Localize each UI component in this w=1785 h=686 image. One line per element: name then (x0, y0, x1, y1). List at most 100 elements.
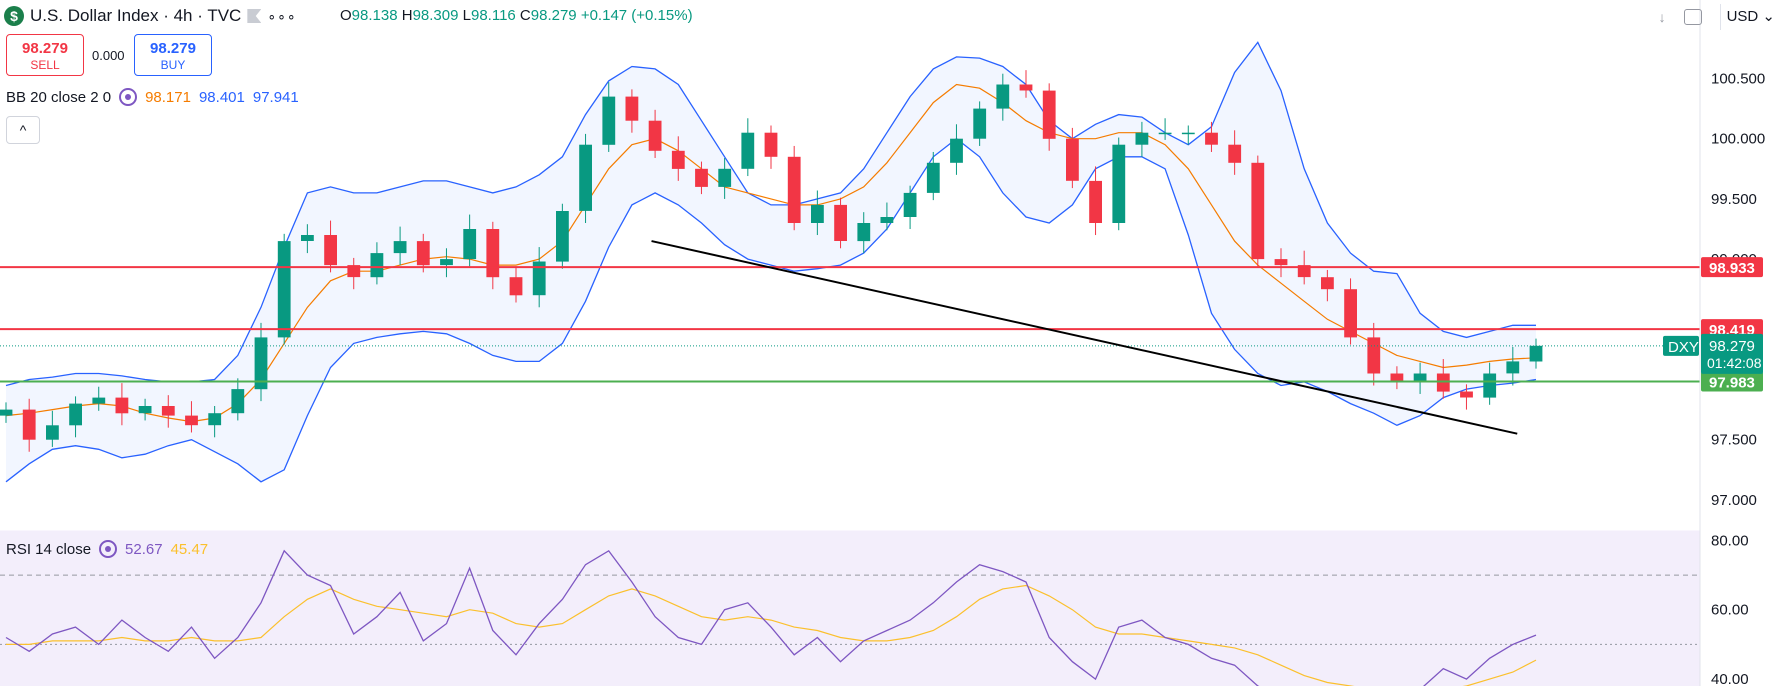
sell-label: SELL (30, 58, 60, 72)
candle-body (46, 425, 59, 440)
symbol-tag-box (1663, 335, 1699, 356)
candle-body (161, 406, 175, 416)
candle-body (764, 132, 778, 157)
change-value: +0.147 (+0.15%) (580, 7, 693, 24)
candle-body (22, 409, 36, 440)
candle-body (556, 211, 569, 262)
bb-legend-label: BB 20 close 2 0 (6, 88, 112, 106)
candle-body (1228, 144, 1242, 163)
rsi-line (5, 549, 1537, 686)
candle-body (416, 241, 430, 266)
candle-body (509, 277, 523, 296)
candle-body (324, 235, 337, 266)
candle-body (996, 84, 1010, 109)
candle-body (880, 217, 894, 223)
open-label: O (340, 7, 352, 24)
candle-body (671, 150, 685, 169)
candle-body (695, 168, 708, 187)
candle-body (787, 156, 801, 223)
price-axis[interactable]: 100.500100.00099.50099.00097.50097.00080… (1663, 0, 1765, 686)
candle-body (1483, 373, 1497, 398)
candle-body (440, 259, 453, 266)
last-price-label: 98.279 (1709, 338, 1755, 355)
candle-body (69, 403, 82, 426)
candle-body (370, 253, 384, 278)
candle-body (138, 406, 152, 414)
close-label: C (519, 7, 531, 24)
bb-band-fill (6, 42, 1536, 482)
candle-body (741, 132, 755, 169)
more-icon[interactable]: ∘∘∘ (267, 7, 297, 24)
last-price-box (1701, 333, 1763, 374)
bb-legend[interactable]: BB 20 close 2 0 98.171 98.401 97.941 (6, 88, 299, 106)
candle-body (0, 409, 13, 416)
candle-body (1066, 138, 1079, 181)
candle-body (1367, 337, 1381, 374)
low-value: 98.116 (470, 7, 516, 24)
candle-body (486, 229, 500, 278)
candle-body (579, 144, 592, 211)
candle-body (1158, 132, 1172, 135)
candle-body (1135, 132, 1149, 145)
ohlc-readout: O98.138 H98.309 L98.116 C98.279 +0.147 (… (340, 7, 693, 24)
price-tick-label: 99.500 (1711, 191, 1757, 208)
rsi-tick-label: 40.00 (1711, 671, 1749, 686)
rsi-value: 52.67 (125, 540, 163, 558)
support-tag-box (1701, 371, 1763, 392)
candle-body (208, 413, 222, 426)
rsi-legend[interactable]: RSI 14 close 52.67 45.47 (6, 540, 208, 558)
candle-body (1042, 90, 1056, 139)
price-tick-label: 100.000 (1711, 131, 1765, 148)
collapse-legend-button[interactable]: ^ (6, 116, 40, 144)
buy-button[interactable]: 98.279 BUY (134, 34, 212, 76)
flag-icon[interactable] (247, 9, 262, 23)
candle-body (973, 108, 987, 139)
rsi-settings-icon[interactable] (99, 540, 118, 558)
bb-upper-value: 98.401 (198, 88, 245, 106)
candle-body (1344, 289, 1357, 338)
chevron-up-icon: ^ (19, 122, 27, 138)
bb-basis-value: 98.171 (145, 88, 191, 106)
dollar-logo-icon: $ (4, 6, 24, 26)
candle-body (926, 162, 940, 193)
candle-body (254, 337, 268, 390)
currency-select[interactable]: USD ⌄ (1719, 4, 1785, 30)
resistance-1-tag-box (1701, 257, 1763, 278)
close-value: 98.279 (530, 7, 577, 24)
candle-body (1321, 277, 1334, 290)
candle-body (1529, 345, 1543, 362)
candle-body (532, 261, 546, 296)
candle-body (834, 204, 847, 241)
candle-body (1251, 162, 1265, 260)
candle-body (231, 389, 245, 414)
open-value: 98.138 (351, 7, 398, 24)
main-pane[interactable] (0, 41, 1700, 483)
candle-body (1274, 259, 1288, 266)
candle-body (185, 415, 198, 426)
candle-body (1413, 373, 1427, 382)
symbol-title[interactable]: U.S. Dollar Index · 4h · TVC (30, 6, 242, 25)
price-tick-label: 97.500 (1711, 432, 1757, 449)
trend-line (651, 240, 1518, 435)
high-value: 98.309 (412, 7, 459, 24)
bb-settings-icon[interactable] (119, 88, 138, 106)
chart-toolbar[interactable]: ↓ USD ⌄ (1659, 4, 1785, 30)
countdown-label: 01:42:08 (1707, 355, 1762, 371)
candle-body (277, 241, 291, 338)
rsi-pane[interactable] (0, 549, 1700, 686)
candle-body (903, 192, 917, 217)
sell-button[interactable]: 98.279 SELL (6, 34, 84, 76)
candle-body (950, 138, 963, 163)
rsi-tick-label: 60.00 (1711, 602, 1749, 619)
high-label: H (401, 7, 413, 24)
candle-body (1112, 144, 1126, 223)
arrow-down-icon[interactable]: ↓ (1658, 9, 1666, 25)
fullscreen-icon[interactable] (1683, 9, 1702, 25)
buy-label: BUY (160, 58, 186, 72)
currency-value: USD (1726, 8, 1759, 25)
resistance-1-tag-label: 98.933 (1709, 260, 1755, 277)
rsi-tick-label: 80.00 (1711, 532, 1749, 549)
rsi-ma-line (6, 584, 1537, 686)
symbol-header[interactable]: $ U.S. Dollar Index · 4h · TVC ∘∘∘ (4, 4, 297, 28)
